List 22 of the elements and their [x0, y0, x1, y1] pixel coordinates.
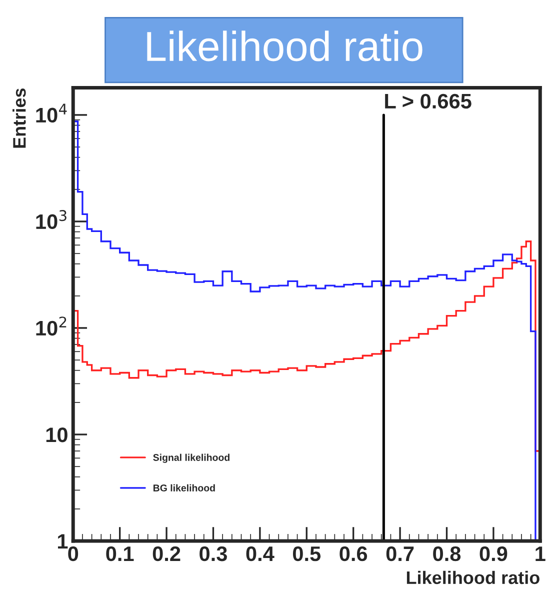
y-tick-label: 1 [58, 534, 68, 549]
y-tick-label: 10 [46, 427, 68, 442]
x-tick-label: 0.5 [292, 546, 321, 562]
ref-line-label: L > 0.665 [385, 94, 472, 109]
y-tick-label: 10$^{4}$ [36, 104, 67, 123]
x-tick-label: 0.7 [386, 546, 414, 562]
legend-label: Signal likelihood [153, 454, 230, 463]
x-tick-label: 0.3 [200, 546, 227, 562]
x-tick-label: 0.8 [433, 546, 461, 562]
y-tick-label: 10$^{3}$ [36, 210, 66, 230]
x-tick-label: 0.1 [106, 546, 134, 562]
y-axis-title: Entries [12, 88, 26, 148]
x-tick-label: 1 [536, 546, 546, 561]
x-tick-label: 0 [68, 546, 78, 562]
legend-label: BG likelihood [154, 484, 215, 492]
x-tick-label: 0.9 [480, 546, 508, 562]
x-tick-label: 0.6 [340, 546, 368, 562]
x-tick-label: 0.2 [152, 546, 180, 562]
chart-title: Likelihood ratio [147, 30, 422, 62]
x-tick-label: 0.4 [246, 546, 274, 562]
y-tick-label: 10$^{2}$ [36, 316, 66, 336]
x-axis-title: Likelihood ratio [406, 570, 540, 584]
